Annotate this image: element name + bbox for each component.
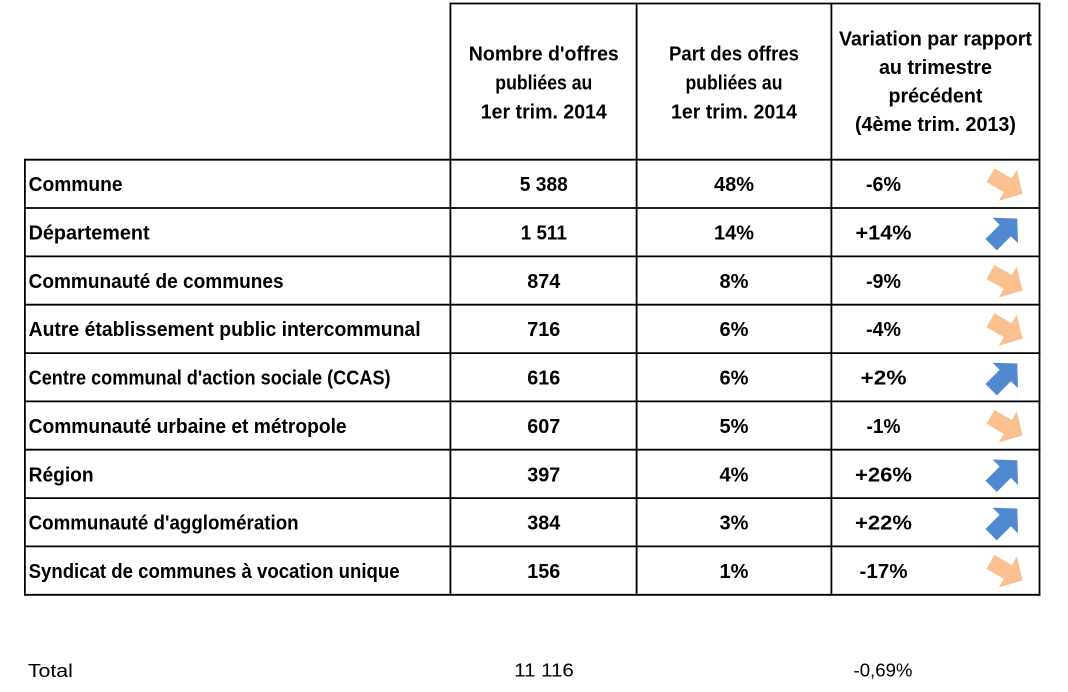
svg-text:48%: 48% (714, 174, 754, 196)
svg-text:+22%: +22% (855, 513, 912, 535)
svg-text:1 511: 1 511 (521, 223, 567, 245)
svg-text:716: 716 (527, 319, 560, 341)
svg-text:Département: Département (29, 223, 150, 245)
svg-text:Commune: Commune (29, 174, 123, 196)
svg-text:6%: 6% (720, 368, 749, 390)
svg-text:publiées au: publiées au (686, 73, 783, 95)
svg-text:1er trim. 2014: 1er trim. 2014 (671, 102, 798, 124)
svg-text:Total: Total (28, 660, 73, 681)
svg-text:Centre communal d'action socia: Centre communal d'action sociale (CCAS) (29, 368, 391, 390)
svg-text:publiées au: publiées au (495, 73, 592, 95)
svg-text:4%: 4% (720, 464, 749, 486)
svg-text:-9%: -9% (866, 271, 901, 293)
svg-text:Communauté d'agglomération: Communauté d'agglomération (29, 513, 299, 535)
svg-text:874: 874 (527, 271, 561, 293)
svg-text:8%: 8% (720, 271, 749, 293)
svg-text:1%: 1% (720, 561, 749, 583)
svg-text:156: 156 (527, 561, 560, 583)
svg-text:+2%: +2% (861, 368, 907, 390)
svg-text:3%: 3% (720, 513, 749, 535)
svg-text:5%: 5% (720, 416, 749, 438)
svg-text:Autre établissement public int: Autre établissement public intercommunal (29, 319, 421, 341)
svg-text:6%: 6% (720, 319, 749, 341)
svg-text:(4ème trim. 2013): (4ème trim. 2013) (855, 114, 1016, 136)
svg-text:384: 384 (527, 513, 561, 535)
svg-text:1er trim. 2014: 1er trim. 2014 (481, 102, 608, 124)
svg-text:Nombre d'offres: Nombre d'offres (469, 44, 619, 66)
svg-text:Variation par rapport: Variation par rapport (839, 28, 1032, 50)
svg-text:-6%: -6% (866, 174, 901, 196)
svg-text:Syndicat de communes à vocatio: Syndicat de communes à vocation unique (29, 561, 400, 583)
svg-text:5 388: 5 388 (520, 174, 568, 196)
svg-text:+26%: +26% (855, 464, 912, 486)
svg-text:précédent: précédent (888, 85, 982, 107)
svg-text:au trimestre: au trimestre (879, 57, 992, 79)
svg-text:-0,69%: -0,69% (854, 660, 913, 681)
svg-text:607: 607 (527, 416, 560, 438)
svg-text:11 116: 11 116 (514, 660, 574, 681)
svg-text:Région: Région (29, 464, 94, 486)
svg-text:14%: 14% (714, 223, 754, 245)
svg-text:616: 616 (527, 368, 560, 390)
svg-text:-4%: -4% (866, 319, 901, 341)
svg-text:-1%: -1% (867, 416, 901, 438)
svg-text:Communauté de communes: Communauté de communes (29, 271, 284, 293)
svg-text:Part des offres: Part des offres (669, 44, 799, 66)
svg-text:397: 397 (527, 464, 560, 486)
svg-text:Communauté urbaine et métropol: Communauté urbaine et métropole (29, 416, 347, 438)
svg-text:-17%: -17% (860, 561, 908, 583)
svg-text:+14%: +14% (856, 223, 912, 245)
